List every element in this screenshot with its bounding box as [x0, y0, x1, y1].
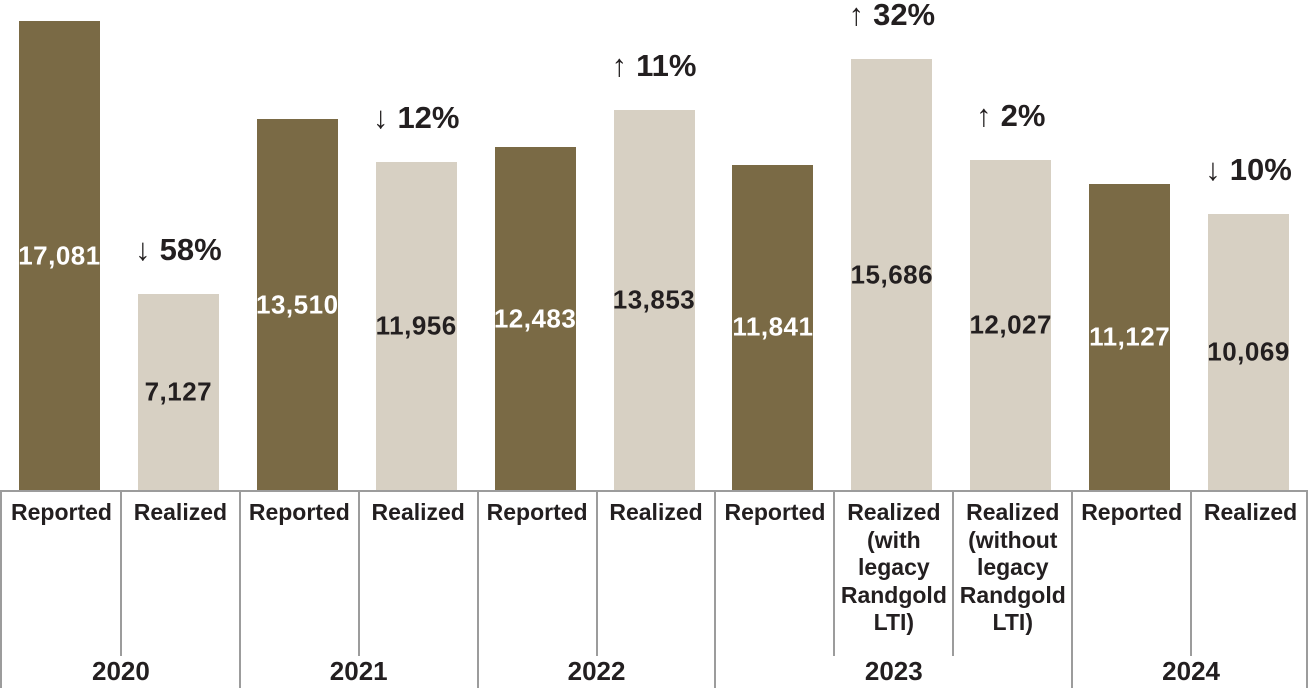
plot-area: 17,081 7,127 ↓ 58% 13,510 11,956 ↓ 12% 12,483 13,…: [18, 0, 1308, 490]
category-label-box: Reported Realized 2020 Reported Realized 2021…: [0, 490, 1308, 688]
change-percent: 2%: [1000, 97, 1046, 133]
column-header: Realized (without legacy Randgold LTI): [953, 492, 1072, 656]
bar-value-label: 11,127: [1089, 321, 1171, 352]
column-separator: [357, 492, 360, 656]
column-header-label: Reported: [1081, 499, 1183, 525]
column-header: Reported: [478, 492, 597, 656]
bar-realized: 13,853: [612, 109, 696, 490]
column-separator: [1190, 492, 1193, 656]
arrow-up-icon: ↑: [848, 0, 865, 33]
bar-realized: 7,127: [137, 294, 219, 490]
year-separator: [476, 492, 479, 688]
column-header-label: Realized: [609, 499, 703, 525]
year-separator: [238, 492, 241, 688]
arrow-down-icon: ↓: [372, 99, 389, 135]
column-separator: [119, 492, 122, 656]
bar-realized: 11,956: [375, 161, 457, 490]
change-percent: 11%: [636, 47, 697, 83]
column-header: Realized: [597, 492, 716, 656]
bar-value-label: 15,686: [850, 259, 934, 290]
year-label: 2024: [1162, 656, 1220, 686]
column-header: Realized (with legacy Randgold LTI): [834, 492, 953, 656]
year-cell: 2024: [1072, 656, 1308, 688]
bar-value-label: 13,853: [612, 284, 696, 315]
change-annotation: ↓ 58%: [119, 232, 238, 268]
year-separator: [1071, 492, 1074, 688]
bar-value-label: 11,956: [375, 310, 457, 341]
column-header: Reported: [240, 492, 359, 656]
year-cell: 2022: [478, 656, 716, 688]
column-header: Reported: [2, 492, 121, 656]
column-header-label: Reported: [724, 499, 826, 525]
bar-realized: 15,686: [850, 59, 934, 490]
year-cell: 2020: [2, 656, 240, 688]
bar-value-label: 12,483: [493, 303, 577, 334]
bar-reported: 13,510: [256, 119, 339, 490]
year-label: 2023: [864, 656, 923, 686]
change-percent: 32%: [873, 0, 936, 33]
year-cell: 2023: [715, 656, 1072, 688]
column-separator: [595, 492, 598, 656]
column-header: Realized: [359, 492, 478, 656]
year-label: 2020: [91, 656, 150, 686]
change-annotation: ↑ 11%: [595, 48, 714, 84]
column-header: Realized: [1191, 492, 1308, 656]
column-separator: [952, 492, 955, 656]
bar-reported: 11,841: [732, 164, 814, 490]
column-separator: [833, 492, 836, 656]
bar-value-label: 12,027: [969, 309, 1052, 340]
column-header-label: Realized (without legacy Randgold LTI): [959, 499, 1066, 635]
bar-reported: 17,081: [18, 21, 101, 490]
column-header: Realized: [121, 492, 240, 656]
change-annotation: ↓ 12%: [357, 100, 476, 136]
change-percent: 12%: [397, 99, 460, 135]
bar-value-label: 7,127: [144, 376, 213, 407]
change-annotation: ↑ 32%: [832, 0, 951, 33]
year-cell: 2021: [240, 656, 478, 688]
change-percent: 58%: [159, 232, 222, 268]
change-annotation: ↓ 10%: [1189, 152, 1308, 188]
column-header-label: Realized (with legacy Randgold LTI): [840, 499, 947, 635]
bar-value-label: 17,081: [18, 240, 101, 270]
column-header-label: Reported: [11, 499, 112, 525]
column-header-label: Reported: [486, 499, 588, 525]
column-header-label: Realized: [1203, 499, 1298, 525]
change-percent: 10%: [1229, 151, 1292, 187]
bar-value-label: 11,841: [732, 311, 814, 342]
arrow-up-icon: ↑: [611, 47, 628, 83]
column-header-label: Realized: [371, 499, 465, 525]
bar-realized: 12,027: [969, 159, 1052, 490]
bar-realized: 10,069: [1207, 213, 1290, 490]
year-label: 2021: [329, 656, 388, 686]
arrow-down-icon: ↓: [135, 232, 151, 268]
bar-reported: 12,483: [493, 147, 577, 490]
bar-value-label: 13,510: [256, 289, 339, 320]
column-header: Reported: [1072, 492, 1191, 656]
arrow-down-icon: ↓: [1205, 151, 1221, 187]
column-header-label: Reported: [248, 499, 350, 525]
bar-reported: 11,127: [1089, 184, 1171, 490]
change-annotation: ↑ 2%: [951, 98, 1070, 134]
bar-value-label: 10,069: [1207, 336, 1290, 367]
column-header-label: Realized: [133, 499, 228, 525]
year-separator: [714, 492, 717, 688]
column-header: Reported: [715, 492, 834, 656]
year-label: 2022: [567, 656, 626, 686]
arrow-up-icon: ↑: [976, 97, 992, 133]
